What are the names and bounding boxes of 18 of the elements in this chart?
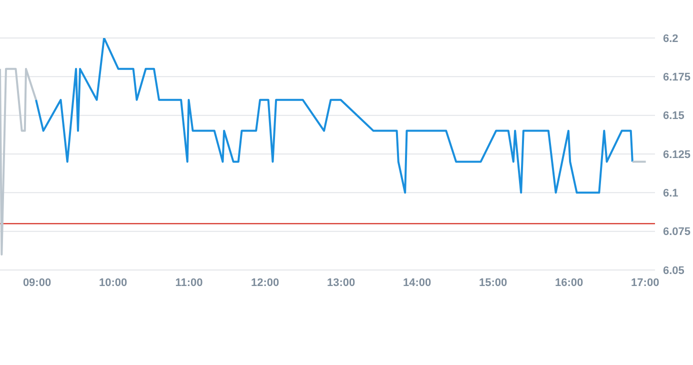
x-tick-label: 16:00 xyxy=(555,276,584,289)
line-series xyxy=(35,38,634,194)
y-tick-label: 6.15 xyxy=(663,110,684,122)
y-tick-label: 6.075 xyxy=(663,226,691,238)
line-series xyxy=(0,68,38,256)
y-tick-label: 6.125 xyxy=(663,148,691,161)
x-tick-label: 09:00 xyxy=(22,276,52,289)
y-tick-label: 6.175 xyxy=(663,72,691,84)
x-tick-label: 17:00 xyxy=(631,276,660,289)
x-tick-label: 13:00 xyxy=(327,276,356,289)
y-tick-label: 6.2 xyxy=(663,32,678,45)
y-tick-label: 6.05 xyxy=(663,264,684,277)
y-tick-label: 6.1 xyxy=(663,188,678,200)
x-tick-label: 15:00 xyxy=(479,276,508,289)
x-tick-label: 12:00 xyxy=(250,276,280,289)
x-tick-label: 14:00 xyxy=(403,276,432,289)
x-tick-label: 10:00 xyxy=(98,276,128,289)
x-tick-label: 11:00 xyxy=(175,276,203,289)
